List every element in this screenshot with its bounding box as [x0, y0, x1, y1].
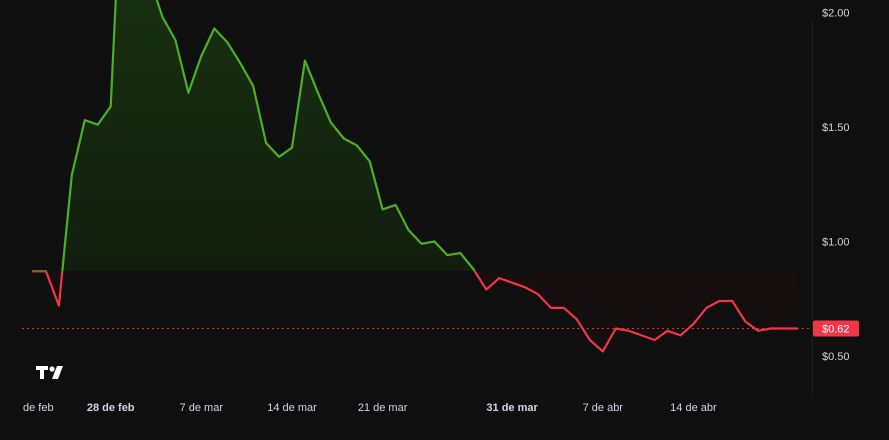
x-tick-label: 7 de mar	[180, 402, 224, 414]
tradingview-logo-icon[interactable]	[36, 366, 63, 379]
last-price-tag: $0.62	[813, 320, 859, 337]
area-fill-below-baseline	[33, 271, 797, 352]
y-tick-label: $2.00	[822, 8, 850, 20]
y-tick-label: $1.00	[822, 237, 850, 249]
area-fills	[33, 0, 797, 352]
y-tick-label: $0.50	[822, 351, 850, 363]
area-fill-above-baseline	[62, 0, 475, 272]
x-tick-label: de feb	[23, 402, 54, 414]
x-tick-label: 14 de mar	[267, 402, 317, 414]
time-axis[interactable]: de feb 28 de feb 7 de mar 14 de mar 21 de ma…	[23, 402, 717, 414]
series-lines	[22, 0, 812, 353]
x-tick-label: 31 de mar	[486, 402, 538, 414]
x-tick-label: 28 de feb	[87, 402, 135, 414]
last-price-tag-label: $0.62	[822, 324, 850, 336]
x-tick-label: 14 de abr	[670, 402, 717, 414]
price-axis[interactable]: $0.50$1.00$1.50$2.00$2.50$3.00	[822, 0, 850, 364]
series-line-down	[31, 271, 799, 353]
y-tick-label: $1.50	[822, 122, 850, 134]
series-line-up	[31, 0, 477, 272]
x-tick-label: 21 de mar	[358, 402, 408, 414]
last-price-tag-bg	[813, 320, 859, 337]
x-tick-label: 7 de abr	[583, 402, 624, 414]
